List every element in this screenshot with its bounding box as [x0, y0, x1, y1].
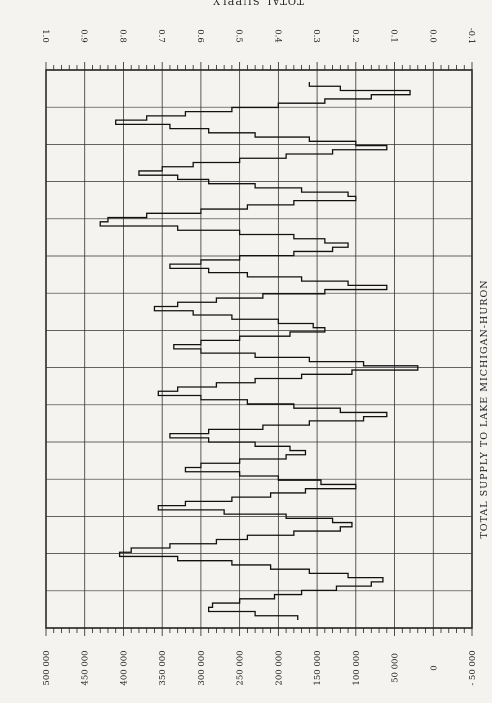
side-axis-tick-label: 450 000: [81, 650, 91, 685]
ticks: [45, 62, 473, 636]
side-axis-tick-label: 300 000: [197, 650, 207, 685]
series-line: [99, 82, 419, 620]
top-axis-tick-label: 0.4: [272, 29, 282, 43]
side-axis-tick-label: - 50 000: [468, 650, 478, 685]
top-axis-tick-label: -0.1: [466, 28, 476, 44]
series-layer: [99, 82, 419, 620]
side-axis-tick-label: 250 000: [236, 650, 246, 685]
top-axis-tick-label: 0.1: [389, 29, 399, 43]
chart-title: TOTAL SUPPLY TO LAKE MICHIGAN-HURON: [479, 279, 490, 538]
side-axis-tick-label: 50 000: [391, 653, 401, 683]
top-axis-tick-label: 0.5: [234, 29, 244, 43]
top-axis-tick-label: 0.2: [350, 29, 360, 43]
side-axis-tick-label: 0: [429, 665, 439, 670]
top-axis-tick-label: 0.8: [117, 29, 127, 43]
top-axis-tick-label: 0.0: [427, 29, 437, 43]
top-axis-tick-label: 0.3: [311, 29, 321, 43]
top-axis-label: TOTAL SUPPLY: [212, 0, 303, 6]
side-axis-tick-label: 350 000: [158, 650, 168, 685]
side-axis-tick-label: 500 000: [42, 650, 52, 685]
top-axis-tick-label: 0.6: [195, 29, 205, 43]
side-axis-tick-label: 200 000: [274, 650, 284, 685]
side-axis-tick-label: 150 000: [313, 650, 323, 685]
side-axis-tick-label: 100 000: [352, 650, 362, 685]
top-axis-tick-label: 0.7: [156, 29, 166, 43]
labels: 500 000 450 000 400 000 350 000 300 000 250 0…: [40, 0, 490, 686]
side-axis-tick-label: 400 000: [119, 650, 129, 685]
top-axis-tick-label: 0.9: [79, 29, 89, 43]
top-axis-tick-label: 1.0: [40, 29, 50, 43]
